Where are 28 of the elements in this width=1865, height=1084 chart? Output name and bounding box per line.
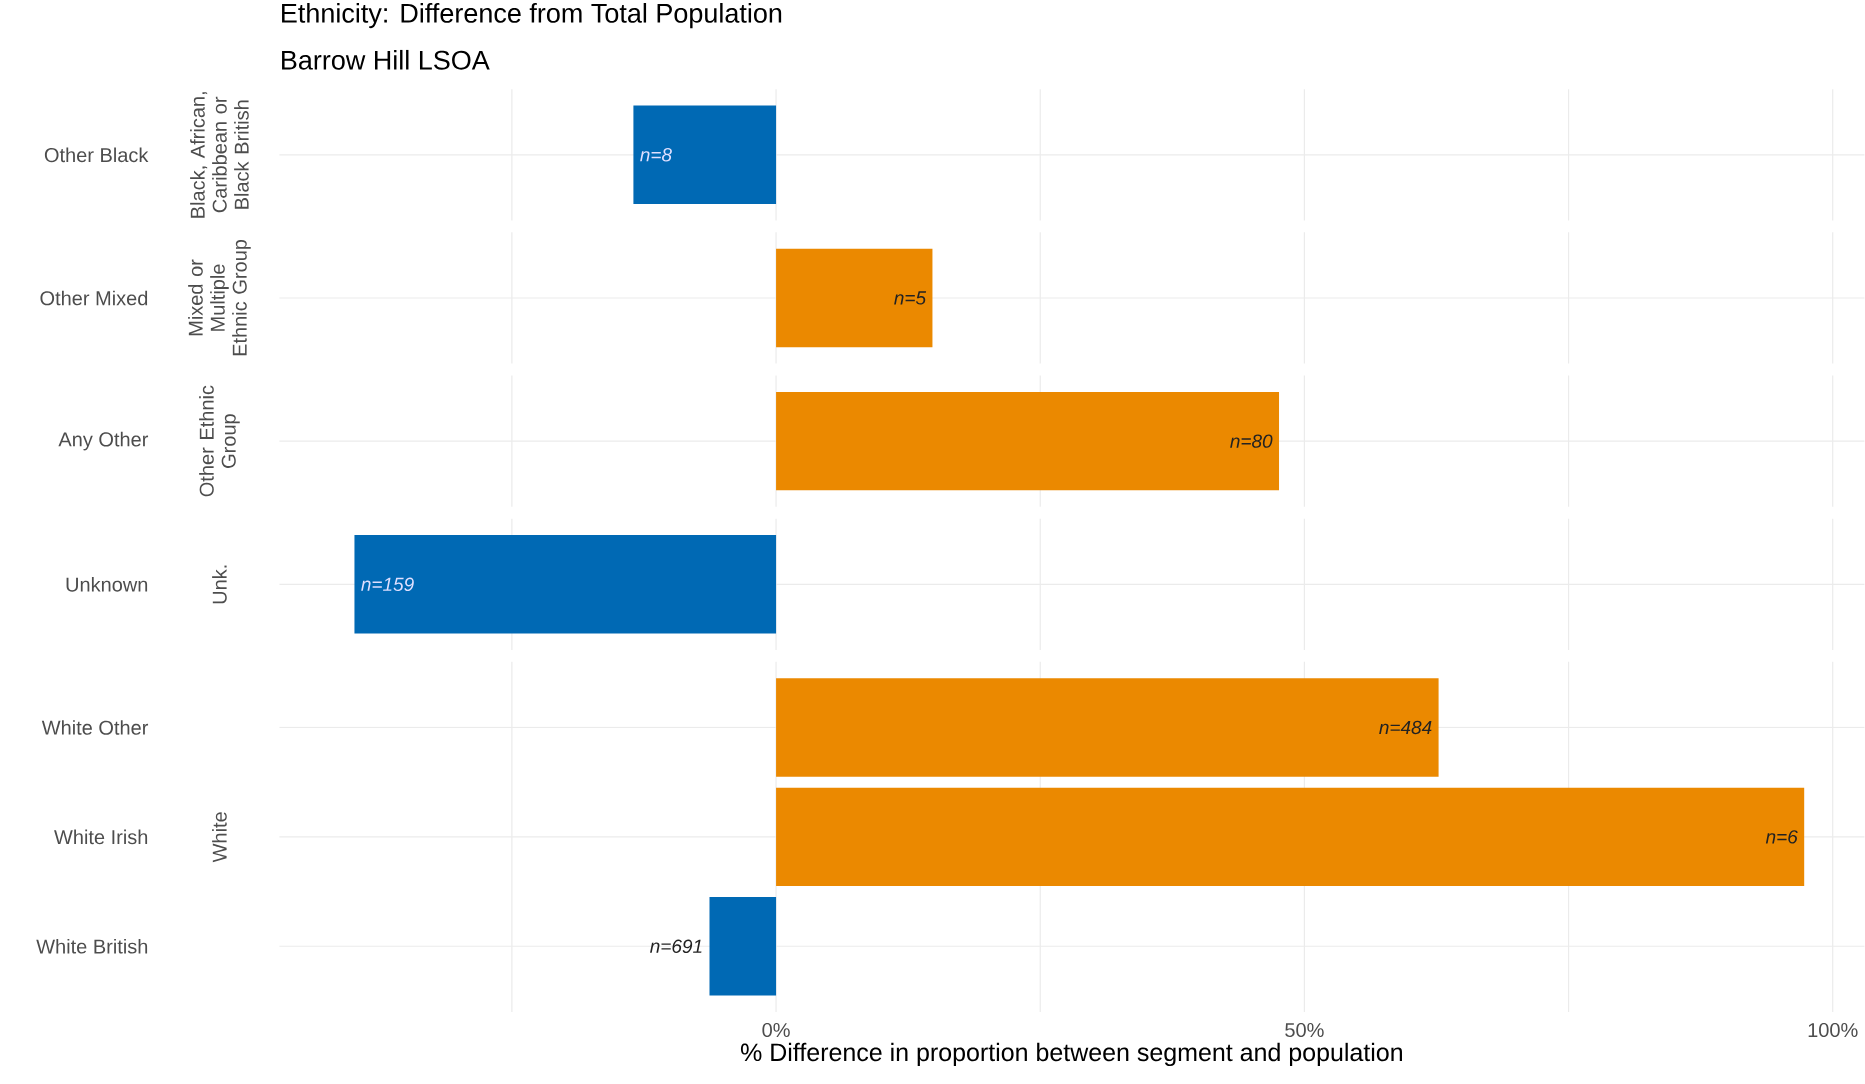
chart-subtitle: Barrow Hill LSOA xyxy=(282,50,490,70)
annotation: n=6 xyxy=(1765,830,1798,844)
y-tick-label: White Irish xyxy=(54,829,148,845)
x-tick-label: 50% xyxy=(1285,1023,1324,1038)
annotation: n=691 xyxy=(650,939,702,954)
annotation: n=484 xyxy=(1379,720,1432,735)
y-axis-title: Unk. xyxy=(212,565,227,604)
x-axis-title: % Difference in proportion between segment and population xyxy=(740,1042,1402,1067)
y-axis-title: Black, African, Caribbean or Black British xyxy=(190,92,249,218)
y-tick-label: Other Black xyxy=(44,147,149,163)
chart-title: Ethnicity: Difference from Total Population xyxy=(282,3,782,29)
annotation: n=5 xyxy=(894,291,927,305)
y-tick-label: Other Mixed xyxy=(40,290,148,306)
bar xyxy=(776,678,1439,777)
annotation: n=159 xyxy=(361,577,414,592)
y-axis-title: Mixed or Multiple Ethnic Group xyxy=(188,240,251,356)
annotation: n=8 xyxy=(640,148,672,162)
annotation: n=80 xyxy=(1230,434,1273,449)
x-tick-label: 0% xyxy=(762,1023,790,1038)
bar xyxy=(709,897,777,996)
y-tick-label: White British xyxy=(36,939,148,954)
y-tick-label: Unknown xyxy=(66,577,148,592)
y-tick-label: White Other xyxy=(41,720,149,735)
y-axis-title: White xyxy=(212,812,227,863)
y-tick-label: Any Other xyxy=(58,431,149,451)
y-axis-title: Other Ethnic Group xyxy=(199,385,240,497)
bar xyxy=(776,787,1805,887)
x-tick-label: 100% xyxy=(1808,1023,1858,1038)
